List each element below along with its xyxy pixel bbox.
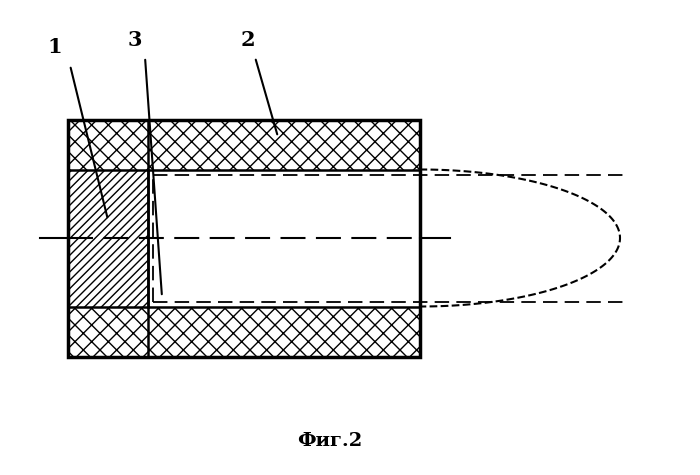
Bar	[68, 120, 420, 170]
Text: Фиг.2: Фиг.2	[298, 432, 363, 450]
Polygon shape	[420, 170, 620, 307]
Bar	[148, 170, 420, 307]
Text: 2: 2	[241, 30, 256, 50]
Bar	[68, 170, 148, 307]
Text: 3: 3	[127, 30, 142, 50]
Bar	[68, 120, 420, 357]
Text: 1: 1	[48, 37, 62, 57]
Bar	[68, 307, 420, 357]
Bar	[68, 170, 420, 307]
